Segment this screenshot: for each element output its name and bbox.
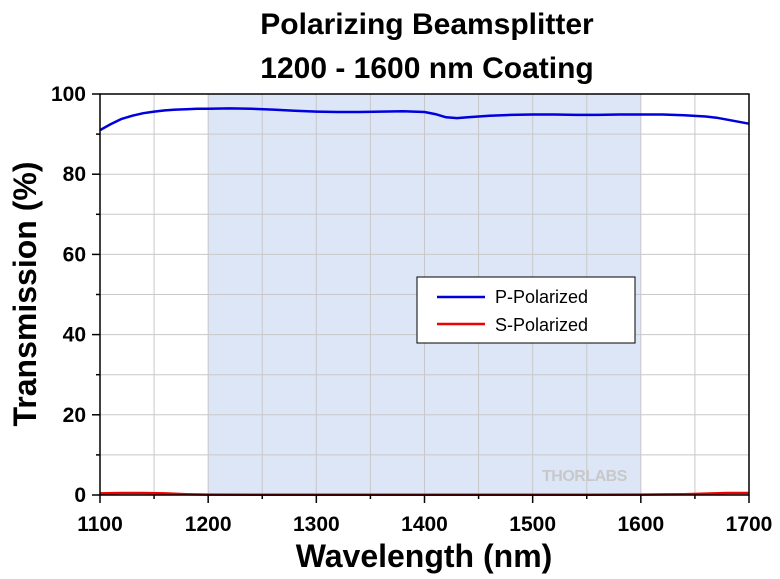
axis-ticks: 1100 1200 1300 1400 1500 1600 1700 0 20 40 60 80 100 xyxy=(51,83,772,536)
legend: P-Polarized S-Polarized xyxy=(416,276,636,344)
y-tick-label: 60 xyxy=(63,243,86,266)
x-tick-label: 1400 xyxy=(401,513,448,536)
legend-label-s-polarized: S-Polarized xyxy=(495,315,588,335)
y-tick-label: 80 xyxy=(63,163,86,186)
chart-title-line1: Polarizing Beamsplitter xyxy=(260,8,594,41)
y-tick-label: 0 xyxy=(74,484,86,507)
x-tick-label: 1700 xyxy=(726,513,773,536)
series-line-p-polarized xyxy=(99,107,750,132)
legend-label-p-polarized: P-Polarized xyxy=(495,287,588,307)
thorlabs-watermark: THORLABS xyxy=(542,468,628,485)
y-tick-label: 40 xyxy=(63,324,86,347)
x-tick-label: 1500 xyxy=(509,513,556,536)
x-axis-title: Wavelength (nm) xyxy=(296,538,553,574)
y-tick-label: 20 xyxy=(63,404,86,427)
x-tick-label: 1300 xyxy=(293,513,340,536)
x-tick-label: 1200 xyxy=(185,513,232,536)
x-tick-label: 1100 xyxy=(77,513,123,536)
y-tick-label: 100 xyxy=(51,83,86,106)
legend-box xyxy=(416,276,636,344)
y-axis-title: Transmission (%) xyxy=(7,162,43,427)
chart-title-line2: 1200 - 1600 nm Coating xyxy=(260,52,593,85)
x-tick-label: 1600 xyxy=(617,513,664,536)
